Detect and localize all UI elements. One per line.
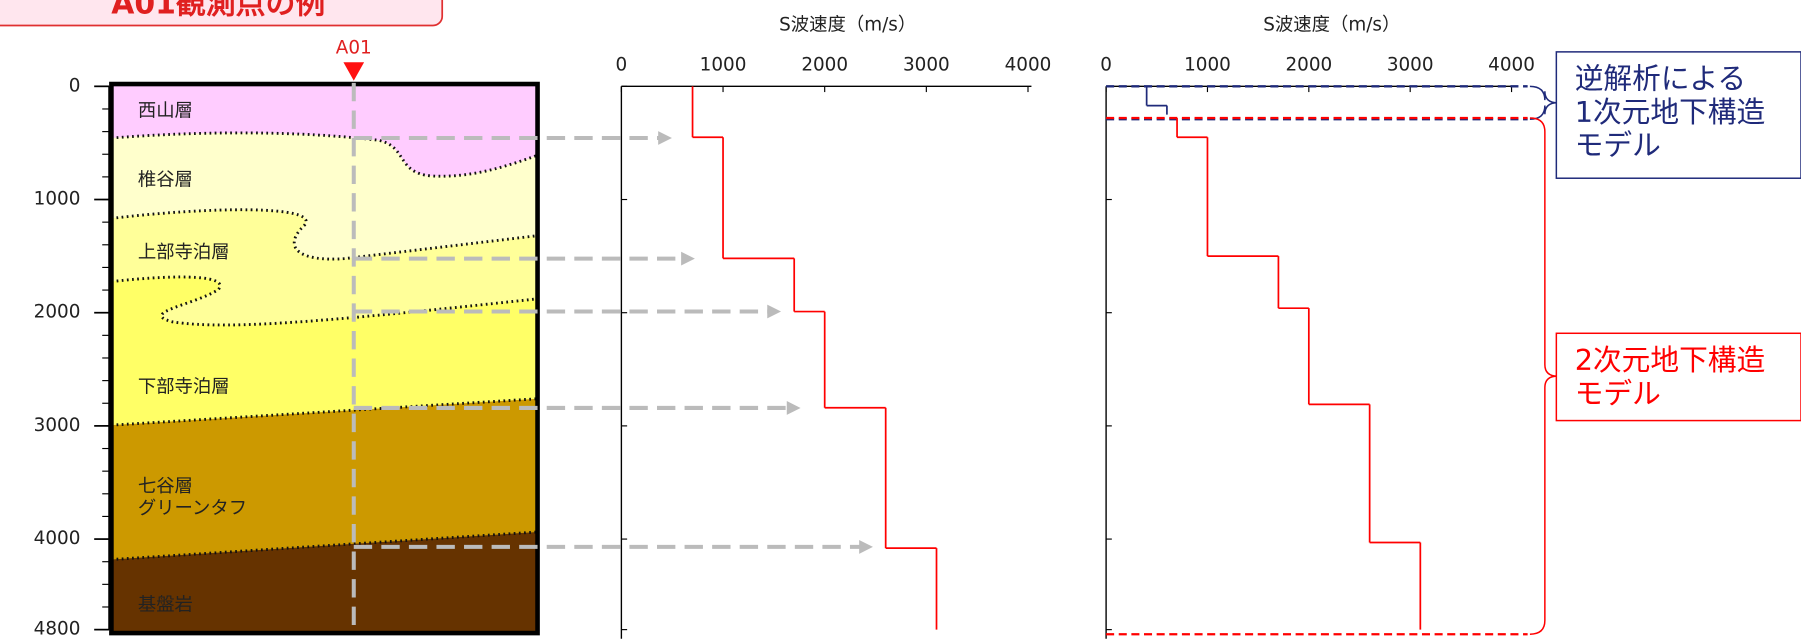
annotation-box — [1555, 332, 1801, 422]
layer-boundary — [111, 397, 538, 427]
column-frame — [109, 81, 540, 636]
arrow-head — [859, 540, 873, 554]
depth-tick-label: 4000 — [34, 528, 81, 549]
annotation-text: モデル — [1575, 128, 1661, 162]
layer-label: グリーンタフ — [138, 498, 247, 519]
layer-label: 下部寺泊層 — [138, 376, 230, 397]
x-tick-label: 4000 — [1005, 55, 1052, 76]
axis-title: S波速度（m/s） — [1263, 14, 1400, 35]
layer-label: 七谷層 — [138, 476, 193, 497]
layer-boundary — [111, 530, 538, 561]
x-tick-label: 4000 — [1488, 55, 1535, 76]
x-tick-label: 2000 — [801, 55, 848, 76]
annotation-text: 2次元地下構造 — [1575, 343, 1765, 377]
annotation-box — [1555, 51, 1801, 179]
layer-label: 西山層 — [138, 101, 193, 122]
x-tick-label: 0 — [616, 55, 628, 76]
axis-title: S波速度（m/s） — [779, 14, 916, 35]
x-tick-label: 2000 — [1285, 55, 1332, 76]
geologic-column — [109, 81, 540, 636]
layer-area — [111, 84, 538, 177]
x-tick-label: 1000 — [700, 55, 747, 76]
annotation-text: 逆解析による — [1575, 62, 1746, 96]
title: A01観測点の例 — [111, 0, 325, 21]
annotation-text: モデル — [1575, 376, 1661, 410]
layer-label: 椎谷層 — [138, 170, 193, 191]
brace — [1529, 85, 1558, 120]
brace — [1529, 117, 1558, 635]
depth-tick-label: 1000 — [34, 189, 81, 210]
station-marker — [343, 62, 365, 81]
arrow-head — [786, 401, 801, 415]
x-tick-label: 3000 — [1387, 55, 1434, 76]
depth-tick-label: 2000 — [34, 302, 81, 323]
arrow-head — [681, 251, 695, 266]
depth-tick-label: 4800 — [34, 619, 81, 639]
x-tick-label: 0 — [1100, 55, 1112, 76]
layer-boundary — [111, 208, 538, 261]
arrow-head — [767, 304, 782, 319]
station-label: A01 — [336, 37, 372, 58]
arrow-head — [658, 131, 672, 145]
layer-label: 上部寺泊層 — [138, 242, 230, 263]
layer-label: 基盤岩 — [138, 595, 193, 616]
annotation-text: 1次元地下構造 — [1575, 95, 1765, 129]
depth-tick-label: 0 — [69, 75, 81, 96]
title-box — [0, 0, 444, 27]
x-tick-label: 1000 — [1184, 55, 1231, 76]
depth-tick-label: 3000 — [34, 415, 81, 436]
x-tick-label: 3000 — [903, 55, 950, 76]
